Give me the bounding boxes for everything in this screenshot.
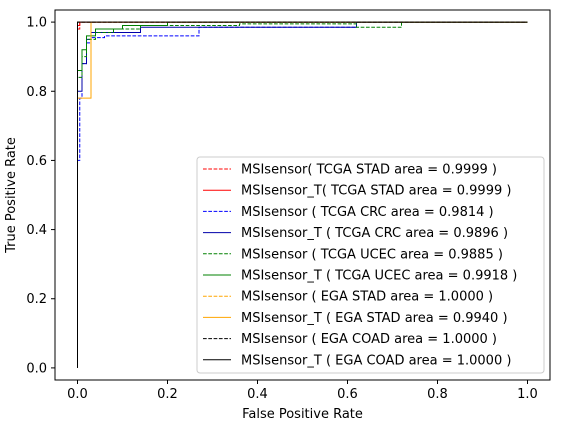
legend-entry-3: MSIsensor_T ( TCGA CRC area = 0.9896 ) [241, 226, 508, 241]
legend: MSIsensor( TCGA STAD area = 0.9999 ) MSIs… [196, 156, 545, 374]
y-tick-label: 1.0 [26, 16, 47, 31]
y-tick-label: 0.0 [26, 361, 47, 376]
series-layer [77, 21, 528, 368]
x-tick-label: 0.0 [67, 387, 88, 402]
legend-entry-8: MSIsensor ( EGA COAD area = 1.0000 ) [241, 332, 497, 347]
x-tick-label: 1.0 [517, 387, 538, 402]
y-tick-label: 0.8 [26, 85, 47, 100]
plot-frame [54, 9, 551, 381]
y-tick-label: 0.4 [26, 223, 47, 238]
legend-entry-4: MSIsensor ( TCGA UCEC area = 0.9885 ) [241, 247, 503, 262]
legend-entry-6: MSIsensor ( EGA STAD area = 1.0000 ) [241, 290, 493, 305]
legend-entry-5: MSIsensor_T ( TCGA UCEC area = 0.9918 ) [241, 269, 517, 284]
x-tick-label: 0.4 [247, 387, 268, 402]
x-tick-label: 0.8 [427, 387, 448, 402]
y-tick-label: 0.2 [26, 292, 47, 307]
legend-entry-7: MSIsensor_T ( EGA STAD area = 0.9940 ) [241, 311, 508, 326]
series-line-5 [77, 21, 528, 368]
legend-entry-1: MSIsensor_T( TCGA STAD area = 0.9999 ) [241, 184, 511, 199]
y-axis-label: True Positive Rate [4, 137, 19, 254]
y-axis-ticks: 0.0 0.2 0.4 0.6 0.8 1.0 [26, 16, 55, 376]
legend-box [196, 156, 545, 374]
legend-entry-0: MSIsensor( TCGA STAD area = 0.9999 ) [241, 163, 497, 178]
legend-entry-2: MSIsensor ( TCGA CRC area = 0.9814 ) [241, 205, 494, 220]
x-tick-label: 0.6 [337, 387, 358, 402]
series-line-9 [77, 21, 528, 368]
x-axis-ticks: 0.0 0.2 0.4 0.6 0.8 1.0 [67, 380, 538, 402]
legend-entry-9: MSIsensor_T ( EGA COAD area = 1.0000 ) [241, 353, 511, 368]
y-tick-label: 0.6 [26, 154, 47, 169]
x-tick-label: 0.2 [157, 387, 178, 402]
x-axis-label: False Positive Rate [242, 407, 363, 422]
